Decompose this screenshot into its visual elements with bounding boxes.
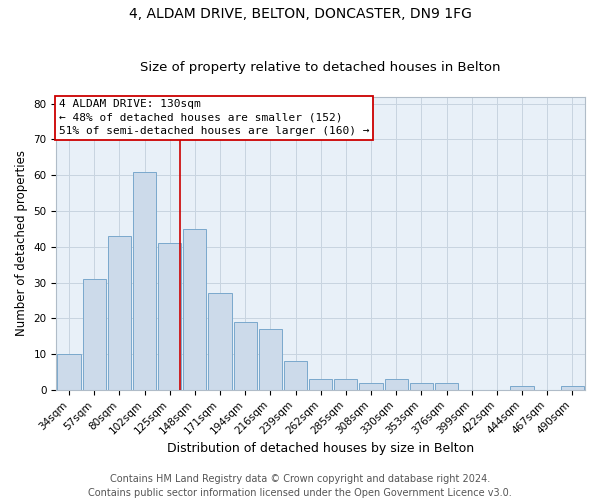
Text: 4 ALDAM DRIVE: 130sqm
← 48% of detached houses are smaller (152)
51% of semi-det: 4 ALDAM DRIVE: 130sqm ← 48% of detached …	[59, 100, 370, 136]
Bar	[511, 386, 533, 390]
Bar	[208, 294, 232, 390]
Bar	[334, 379, 358, 390]
Bar	[83, 279, 106, 390]
Bar	[410, 382, 433, 390]
Bar	[309, 379, 332, 390]
Bar	[359, 382, 383, 390]
Bar	[158, 243, 181, 390]
Text: Contains HM Land Registry data © Crown copyright and database right 2024.
Contai: Contains HM Land Registry data © Crown c…	[88, 474, 512, 498]
Bar	[259, 329, 282, 390]
Bar	[58, 354, 80, 390]
Text: 4, ALDAM DRIVE, BELTON, DONCASTER, DN9 1FG: 4, ALDAM DRIVE, BELTON, DONCASTER, DN9 1…	[128, 8, 472, 22]
Y-axis label: Number of detached properties: Number of detached properties	[15, 150, 28, 336]
Bar	[284, 361, 307, 390]
Bar	[435, 382, 458, 390]
Bar	[133, 172, 156, 390]
Bar	[108, 236, 131, 390]
Title: Size of property relative to detached houses in Belton: Size of property relative to detached ho…	[140, 62, 501, 74]
Bar	[385, 379, 408, 390]
Bar	[561, 386, 584, 390]
Bar	[233, 322, 257, 390]
X-axis label: Distribution of detached houses by size in Belton: Distribution of detached houses by size …	[167, 442, 474, 455]
Bar	[183, 229, 206, 390]
